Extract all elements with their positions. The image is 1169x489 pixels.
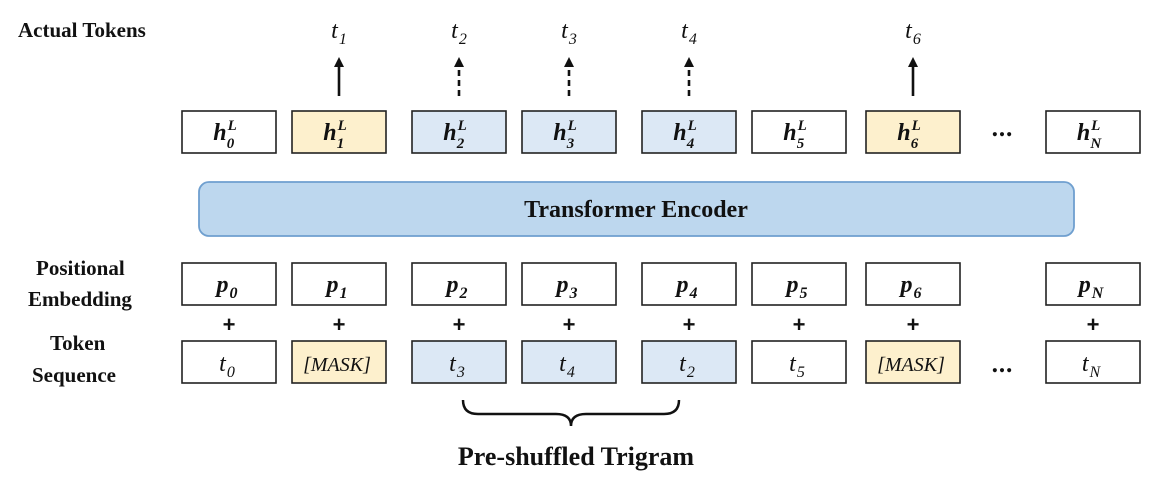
pre-shuffled-trigram-label: Pre-shuffled Trigram [458, 442, 694, 471]
positional-embedding-row: p0 p1 p2 p3 p4 p5 p6 pN [181, 262, 1141, 306]
positional-box-1 [291, 262, 387, 306]
positional-box-6 [865, 262, 961, 306]
positional-embedding-label-line2: Embedding [28, 287, 132, 311]
hidden-state-h1: hL 1 [323, 118, 347, 152]
positional-box-5 [751, 262, 847, 306]
transformer-encoder-block [198, 181, 1075, 237]
token-box-2 [641, 340, 737, 384]
actual-token-t2: t2 [451, 18, 467, 48]
actual-tokens-row: t1 t2 t3 t4 t6 [331, 18, 921, 96]
token-sequence-label-line1: Token [50, 331, 106, 355]
token-t2: t2 [679, 351, 695, 381]
hidden-state-box-3 [521, 110, 617, 154]
hidden-state-h3: hL 3 [553, 118, 577, 152]
positional-p0: p0 [215, 272, 238, 302]
token-box-5 [751, 340, 847, 384]
plus-sign: + [563, 312, 576, 337]
hidden-state-row: hL 0 hL 1 hL 2 hL 3 hL 4 hL 5 hL 6 hL N [181, 110, 1141, 154]
hidden-state-h0: hL 0 [213, 118, 237, 152]
trigram-brace [461, 399, 681, 427]
positional-p5: p5 [785, 272, 808, 302]
positional-p4: p4 [675, 272, 698, 302]
transformer-encoder-label: Transformer Encoder [524, 197, 748, 223]
mask-token-box [865, 340, 961, 384]
hidden-state-box-0 [181, 110, 277, 154]
positional-p6: p6 [899, 272, 922, 302]
plus-sign-row: + + + + + + + + [223, 312, 1100, 337]
positional-box-3 [521, 262, 617, 306]
token-sequence-label-line2: Sequence [32, 363, 116, 387]
positional-embedding-label-line1: Positional [36, 256, 125, 280]
hidden-state-box-6 [865, 110, 961, 154]
hidden-state-h4: hL 4 [673, 118, 697, 152]
positional-p1: p1 [325, 272, 348, 302]
mask-token-label: [MASK] [877, 354, 945, 376]
actual-token-t1: t1 [331, 18, 347, 48]
actual-token-t6: t6 [905, 18, 921, 48]
hidden-state-h5: hL 5 [783, 118, 807, 152]
token-box-0 [181, 340, 277, 384]
hidden-state-box-1 [291, 110, 387, 154]
token-t5: t5 [789, 351, 805, 381]
hidden-state-box-2 [411, 110, 507, 154]
actual-tokens-label: Actual Tokens [18, 18, 146, 42]
plus-sign: + [333, 312, 346, 337]
plus-sign: + [683, 312, 696, 337]
actual-token-t3: t3 [561, 18, 577, 48]
token-t3: t3 [449, 351, 465, 381]
plus-sign: + [223, 312, 236, 337]
token-tN: tN [1082, 351, 1102, 381]
hidden-state-box-4 [641, 110, 737, 154]
mask-token-label: [MASK] [303, 354, 371, 376]
positional-pN: pN [1077, 272, 1105, 302]
plus-sign: + [1087, 312, 1100, 337]
hidden-state-hN: hL N [1077, 118, 1103, 152]
token-box-3 [411, 340, 507, 384]
hidden-state-h2: hL 2 [443, 118, 467, 152]
mask-token-box [291, 340, 387, 384]
plus-sign: + [793, 312, 806, 337]
positional-box-N [1045, 262, 1141, 306]
positional-p3: p3 [555, 272, 578, 302]
plus-sign: + [453, 312, 466, 337]
hidden-ellipsis: … [991, 116, 1013, 142]
hidden-state-box-5 [751, 110, 847, 154]
token-box-N [1045, 340, 1141, 384]
token-ellipsis: … [991, 352, 1013, 378]
hidden-state-box-N [1045, 110, 1141, 154]
plus-sign: + [907, 312, 920, 337]
positional-box-4 [641, 262, 737, 306]
token-t0: t0 [219, 351, 235, 381]
positional-box-0 [181, 262, 277, 306]
actual-token-t4: t4 [681, 18, 697, 48]
token-sequence-row: t0 [MASK] t3 t4 t2 t5 [MASK] tN [181, 340, 1141, 384]
hidden-state-h6: hL 6 [897, 118, 921, 152]
token-box-4 [521, 340, 617, 384]
positional-box-2 [411, 262, 507, 306]
token-t4: t4 [559, 351, 575, 381]
positional-p2: p2 [445, 272, 468, 302]
